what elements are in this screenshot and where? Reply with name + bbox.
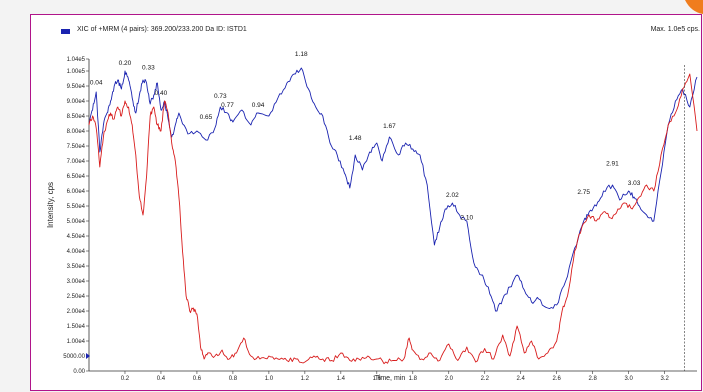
y-tick-label: 5.50e4: [67, 204, 86, 210]
peak-label: 2.02: [446, 192, 459, 199]
legend-label: XIC of +MRM (4 pairs): 369.200/233.200 D…: [77, 26, 247, 33]
y-tick-label: 8.00e4: [67, 129, 86, 135]
peak-label: 2.75: [577, 189, 590, 196]
y-tick-label: 3.00e4: [67, 279, 86, 285]
y-tick-label: 7.50e4: [67, 144, 86, 150]
peak-label: 3.03: [628, 180, 641, 187]
x-tick-label: 0.2: [121, 376, 130, 382]
x-tick-label: 3.2: [660, 376, 669, 382]
x-tick-label: 1.0: [265, 376, 274, 382]
y-tick-label: 4.00e4: [67, 249, 86, 255]
x-tick-label: 2.6: [553, 376, 562, 382]
x-tick-label: 3.0: [624, 376, 633, 382]
x-tick-label: 0.8: [229, 376, 238, 382]
y-tick-label: 7.00e4: [67, 159, 86, 165]
corner-accent-shape: [685, 0, 703, 14]
y-tick-label: 5000.00: [63, 354, 85, 360]
peak-label: 0.65: [200, 114, 213, 121]
y-tick-label: 1.50e4: [67, 324, 86, 330]
x-tick-label: 0.4: [157, 376, 166, 382]
x-tick-label: 2.0: [445, 376, 454, 382]
y-tick-label: 9.00e4: [67, 99, 86, 105]
series-line-1: [88, 67, 698, 312]
series-layer: [88, 65, 698, 371]
y-tick-label: 6.00e4: [67, 189, 86, 195]
peak-label: 1.67: [383, 123, 396, 130]
y-tick-label: 6.50e4: [67, 174, 86, 180]
peak-label: 0.40: [155, 90, 168, 97]
peak-label: 0.94: [252, 102, 265, 109]
series-line-2: [88, 73, 698, 365]
peak-label: 2.91: [606, 161, 619, 168]
baseline-marker-icon: [86, 353, 90, 359]
peak-label: 0.04: [90, 80, 103, 87]
y-tick-label: 1.00e5: [67, 69, 86, 75]
y-tick-label: 2.00e4: [67, 309, 86, 315]
chart-header: XIC of +MRM (4 pairs): 369.200/233.200 D…: [30, 26, 702, 40]
y-tick-label: 1.04e5: [67, 57, 86, 63]
x-tick-label: 1.2: [301, 376, 310, 382]
peak-label: 0.20: [119, 60, 132, 67]
legend-swatch: [61, 29, 70, 34]
y-tick-label: 1.00e4: [67, 339, 86, 345]
x-tick-label: 2.4: [517, 376, 526, 382]
y-tick-label: 4.50e4: [67, 234, 86, 240]
annotation-layer: 0.04 0.20 0.33 0.40 0.65 0.73 0.77 0.94 1.18 1.48…: [90, 51, 641, 222]
y-tick-label: 3.50e4: [67, 264, 86, 270]
x-tick-label: 2.8: [588, 376, 597, 382]
y-tick-label: 5.00e4: [67, 219, 86, 225]
y-tick-label: 9.50e4: [67, 84, 86, 90]
y-tick-label: 8.50e4: [67, 114, 86, 120]
x-axis-label: Time, min: [375, 375, 406, 382]
y-tick-label: 0.00: [73, 369, 85, 375]
peak-label: 0.73: [214, 93, 227, 100]
peak-label: 0.33: [142, 65, 155, 72]
x-tick-label: 1.8: [409, 376, 418, 382]
x-tick-label: 1.4: [337, 376, 346, 382]
y-axis-label: Intensity, cps: [46, 182, 55, 228]
max-intensity-label: Max. 1.0e5 cps.: [650, 26, 700, 33]
x-tick-label: 1.6: [373, 376, 382, 382]
peak-label: 2.10: [460, 215, 473, 222]
peak-label: 0.77: [221, 102, 234, 109]
y-tick-label: 2.50e4: [67, 294, 86, 300]
x-tick-label: 0.6: [193, 376, 202, 382]
chart-frame: [30, 14, 702, 391]
axes: 0.00 5000.00 1.00e4 1.50e4 2.00e4 2.50e4 3.00e…: [63, 57, 697, 382]
corner-accent: [685, 0, 703, 14]
x-tick-label: 2.2: [481, 376, 490, 382]
peak-label: 1.18: [295, 51, 308, 58]
peak-label: 1.48: [349, 135, 362, 142]
